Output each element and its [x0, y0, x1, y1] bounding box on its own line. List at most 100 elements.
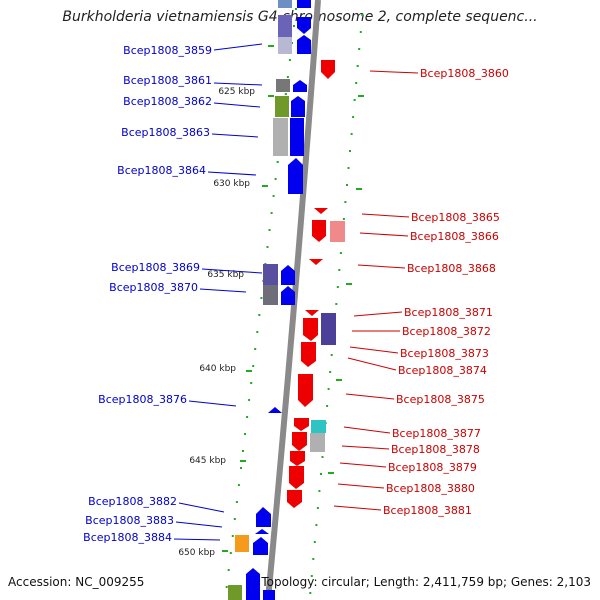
gene-feature[interactable] — [309, 259, 323, 265]
tick-dot — [318, 490, 321, 492]
gene-feature[interactable] — [263, 590, 275, 600]
gene-feature[interactable] — [255, 529, 269, 534]
gene-features[interactable] — [228, 0, 345, 600]
gene-feature[interactable] — [330, 221, 345, 242]
forward-gene-label[interactable]: Bcep1808_3882 — [88, 495, 177, 508]
forward-gene-label[interactable]: Bcep1808_3863 — [121, 126, 210, 139]
gene-feature[interactable] — [305, 310, 319, 316]
gene-feature[interactable] — [290, 451, 305, 466]
gene-feature[interactable] — [281, 265, 295, 285]
tick-mark — [358, 95, 364, 97]
gene-feature[interactable] — [273, 118, 288, 156]
gene-feature[interactable] — [263, 285, 278, 305]
reverse-gene-label[interactable]: Bcep1808_3880 — [386, 482, 475, 495]
gene-feature[interactable] — [290, 118, 304, 156]
gene-feature[interactable] — [235, 535, 249, 552]
tick-dot — [316, 507, 319, 509]
tick-dot — [342, 218, 345, 220]
forward-gene-label[interactable]: Bcep1808_3862 — [123, 95, 212, 108]
tick-mark — [222, 550, 228, 552]
reverse-gene-labels: Bcep1808_3860 Bcep1808_3865 Bcep1808_3866 B… — [333, 67, 509, 517]
gene-feature[interactable] — [314, 208, 328, 214]
gene-feature[interactable] — [228, 585, 242, 600]
gene-feature[interactable] — [278, 37, 292, 54]
tick-dot — [312, 558, 315, 560]
forward-gene-label[interactable]: Bcep1808_3861 — [123, 74, 212, 87]
tick-dot — [350, 133, 353, 135]
tick-dot — [233, 518, 236, 520]
tick-mark — [346, 283, 352, 285]
tick-dot — [359, 31, 362, 33]
label-leader-line — [357, 264, 406, 269]
reverse-gene-label[interactable]: Bcep1808_3874 — [398, 364, 487, 377]
gene-feature[interactable] — [298, 374, 313, 407]
reverse-gene-label[interactable]: Bcep1808_3877 — [392, 427, 481, 440]
reverse-gene-label[interactable]: Bcep1808_3860 — [420, 67, 509, 80]
gene-feature[interactable] — [288, 158, 303, 194]
gene-feature[interactable] — [256, 507, 271, 527]
gene-feature[interactable] — [321, 313, 336, 345]
label-leader-line — [369, 70, 419, 74]
gene-feature[interactable] — [297, 35, 311, 54]
tick-dot — [329, 371, 332, 373]
gene-feature[interactable] — [289, 466, 304, 489]
tick-dot — [330, 354, 333, 356]
gene-feature[interactable] — [276, 79, 290, 92]
reverse-gene-label[interactable]: Bcep1808_3871 — [404, 306, 493, 319]
reverse-gene-label[interactable]: Bcep1808_3868 — [407, 262, 496, 275]
reverse-gene-label[interactable]: Bcep1808_3866 — [410, 230, 499, 243]
reverse-gene-label[interactable]: Bcep1808_3878 — [391, 443, 480, 456]
gene-feature[interactable] — [291, 96, 305, 117]
reverse-gene-label[interactable]: Bcep1808_3875 — [396, 393, 485, 406]
gene-feature[interactable] — [246, 568, 260, 600]
gene-feature[interactable] — [268, 407, 282, 413]
reverse-gene-label[interactable]: Bcep1808_3879 — [388, 461, 477, 474]
gene-feature[interactable] — [278, 15, 292, 37]
label-leader-line — [213, 82, 263, 86]
gene-feature[interactable] — [294, 418, 309, 431]
reverse-gene-label[interactable]: Bcep1808_3872 — [402, 325, 491, 338]
gene-feature[interactable] — [310, 433, 325, 452]
scale-label: 625 kbp — [218, 87, 255, 97]
label-leader-line — [343, 426, 391, 434]
gene-feature[interactable] — [293, 80, 307, 92]
gene-feature[interactable] — [263, 264, 278, 285]
forward-gene-label[interactable]: Bcep1808_3869 — [111, 261, 200, 274]
tick-dot — [315, 524, 318, 526]
label-leader-line — [347, 357, 397, 371]
gene-feature[interactable] — [301, 342, 316, 367]
tick-dot — [231, 535, 234, 537]
gene-feature[interactable] — [278, 0, 292, 8]
gene-feature[interactable] — [321, 60, 335, 79]
forward-gene-label[interactable]: Bcep1808_3876 — [98, 393, 187, 406]
forward-gene-label[interactable]: Bcep1808_3864 — [117, 164, 206, 177]
reverse-gene-label[interactable]: Bcep1808_3865 — [411, 211, 500, 224]
forward-gene-label[interactable]: Bcep1808_3884 — [83, 531, 172, 544]
gene-feature[interactable] — [292, 432, 307, 451]
reverse-gene-label[interactable]: Bcep1808_3881 — [383, 504, 472, 517]
gene-feature[interactable] — [275, 96, 289, 117]
gene-feature[interactable] — [281, 286, 295, 305]
tick-dot — [356, 65, 359, 67]
tick-dot — [327, 388, 330, 390]
gene-feature[interactable] — [311, 420, 326, 433]
tick-dot — [260, 297, 263, 299]
gene-feature[interactable] — [303, 318, 318, 341]
tick-dot — [347, 167, 350, 169]
gene-feature[interactable] — [287, 490, 302, 508]
gene-feature[interactable] — [297, 17, 311, 34]
gene-feature[interactable] — [253, 537, 268, 555]
tick-dot — [235, 501, 238, 503]
gene-feature[interactable] — [297, 0, 311, 8]
reverse-gene-label[interactable]: Bcep1808_3873 — [400, 347, 489, 360]
topology-summary: Topology: circular; Length: 2,411,759 bp… — [261, 575, 591, 589]
label-leader-line — [353, 311, 403, 317]
gene-feature[interactable] — [312, 220, 326, 242]
tick-mark — [246, 370, 252, 372]
forward-gene-label[interactable]: Bcep1808_3870 — [109, 281, 198, 294]
forward-gene-label[interactable]: Bcep1808_3883 — [85, 514, 174, 527]
label-leader-line — [211, 133, 259, 138]
forward-gene-label[interactable]: Bcep1808_3859 — [123, 44, 212, 57]
